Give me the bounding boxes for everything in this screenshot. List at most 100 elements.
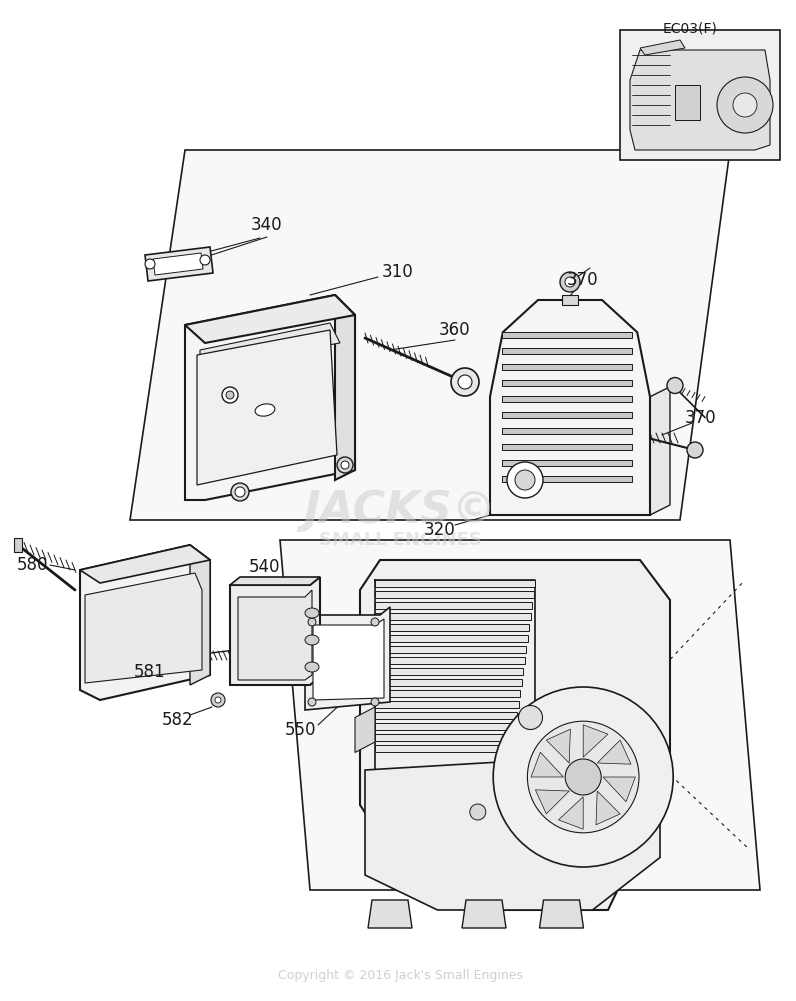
- Polygon shape: [559, 797, 583, 829]
- Polygon shape: [540, 900, 583, 928]
- Polygon shape: [502, 476, 632, 482]
- Circle shape: [565, 277, 575, 287]
- Bar: [675, 85, 700, 120]
- Polygon shape: [305, 607, 390, 710]
- Polygon shape: [130, 150, 730, 520]
- Circle shape: [560, 272, 580, 292]
- Circle shape: [667, 377, 683, 393]
- Circle shape: [235, 487, 245, 497]
- Polygon shape: [375, 745, 513, 752]
- Polygon shape: [650, 386, 670, 515]
- Text: 340: 340: [252, 216, 283, 234]
- Text: 310: 310: [382, 263, 414, 281]
- Polygon shape: [375, 723, 516, 730]
- Polygon shape: [536, 790, 569, 814]
- Text: 580: 580: [16, 556, 48, 574]
- Circle shape: [528, 721, 639, 833]
- Circle shape: [145, 259, 155, 269]
- Circle shape: [515, 470, 535, 490]
- Polygon shape: [145, 247, 213, 281]
- Polygon shape: [502, 364, 632, 370]
- Polygon shape: [375, 580, 535, 587]
- Polygon shape: [375, 668, 523, 675]
- Polygon shape: [502, 348, 632, 354]
- Polygon shape: [375, 657, 525, 664]
- Polygon shape: [355, 707, 375, 753]
- Circle shape: [308, 698, 316, 706]
- Text: 581: 581: [135, 663, 166, 681]
- Ellipse shape: [305, 608, 319, 618]
- Text: JACKS©: JACKS©: [303, 488, 497, 532]
- Polygon shape: [190, 545, 210, 685]
- Polygon shape: [375, 679, 521, 686]
- Circle shape: [341, 461, 349, 469]
- Text: 550: 550: [284, 721, 316, 739]
- Text: 320: 320: [424, 521, 456, 539]
- Polygon shape: [365, 753, 660, 910]
- Polygon shape: [313, 619, 384, 700]
- Polygon shape: [640, 40, 685, 55]
- Circle shape: [470, 804, 486, 820]
- Polygon shape: [375, 613, 530, 620]
- Circle shape: [308, 618, 316, 626]
- Polygon shape: [375, 624, 529, 631]
- Polygon shape: [375, 701, 518, 708]
- Circle shape: [518, 706, 543, 730]
- Circle shape: [507, 462, 543, 498]
- Polygon shape: [14, 538, 22, 552]
- Polygon shape: [368, 900, 412, 928]
- Circle shape: [215, 697, 221, 703]
- Polygon shape: [375, 602, 532, 609]
- Polygon shape: [197, 330, 337, 485]
- Polygon shape: [562, 295, 578, 305]
- Polygon shape: [597, 740, 631, 764]
- Circle shape: [371, 698, 379, 706]
- Circle shape: [231, 483, 249, 500]
- Polygon shape: [375, 690, 520, 697]
- Polygon shape: [360, 560, 670, 910]
- Circle shape: [451, 368, 479, 396]
- Polygon shape: [490, 300, 650, 515]
- Circle shape: [494, 687, 673, 867]
- Polygon shape: [185, 295, 355, 500]
- Text: EC03(F): EC03(F): [662, 22, 717, 36]
- Polygon shape: [80, 545, 210, 700]
- Polygon shape: [502, 396, 632, 402]
- Circle shape: [337, 457, 353, 473]
- Polygon shape: [375, 712, 517, 719]
- Circle shape: [458, 375, 472, 389]
- Polygon shape: [230, 577, 320, 685]
- Text: Copyright © 2016 Jack's Small Engines: Copyright © 2016 Jack's Small Engines: [278, 969, 522, 982]
- Circle shape: [222, 387, 238, 403]
- Text: SMALL ENGINES: SMALL ENGINES: [318, 531, 482, 549]
- Circle shape: [371, 618, 379, 626]
- Polygon shape: [280, 540, 760, 890]
- Polygon shape: [502, 444, 632, 450]
- Text: 540: 540: [249, 558, 281, 576]
- Polygon shape: [335, 295, 355, 480]
- Polygon shape: [502, 428, 632, 434]
- Polygon shape: [546, 729, 571, 763]
- Polygon shape: [153, 253, 203, 275]
- Circle shape: [565, 759, 601, 795]
- Circle shape: [687, 442, 703, 458]
- Polygon shape: [603, 777, 635, 802]
- Text: 582: 582: [162, 711, 193, 729]
- Polygon shape: [185, 295, 355, 343]
- Ellipse shape: [305, 635, 319, 645]
- Circle shape: [733, 93, 757, 117]
- Circle shape: [211, 693, 225, 707]
- Polygon shape: [238, 590, 312, 680]
- Polygon shape: [375, 646, 526, 653]
- Ellipse shape: [255, 403, 275, 416]
- Polygon shape: [462, 900, 506, 928]
- Polygon shape: [630, 50, 770, 150]
- Polygon shape: [502, 412, 632, 418]
- Polygon shape: [531, 752, 564, 777]
- Polygon shape: [502, 380, 632, 386]
- Polygon shape: [502, 460, 632, 466]
- Text: 370: 370: [685, 409, 716, 427]
- Polygon shape: [200, 323, 340, 367]
- Polygon shape: [375, 734, 514, 741]
- Polygon shape: [596, 791, 620, 825]
